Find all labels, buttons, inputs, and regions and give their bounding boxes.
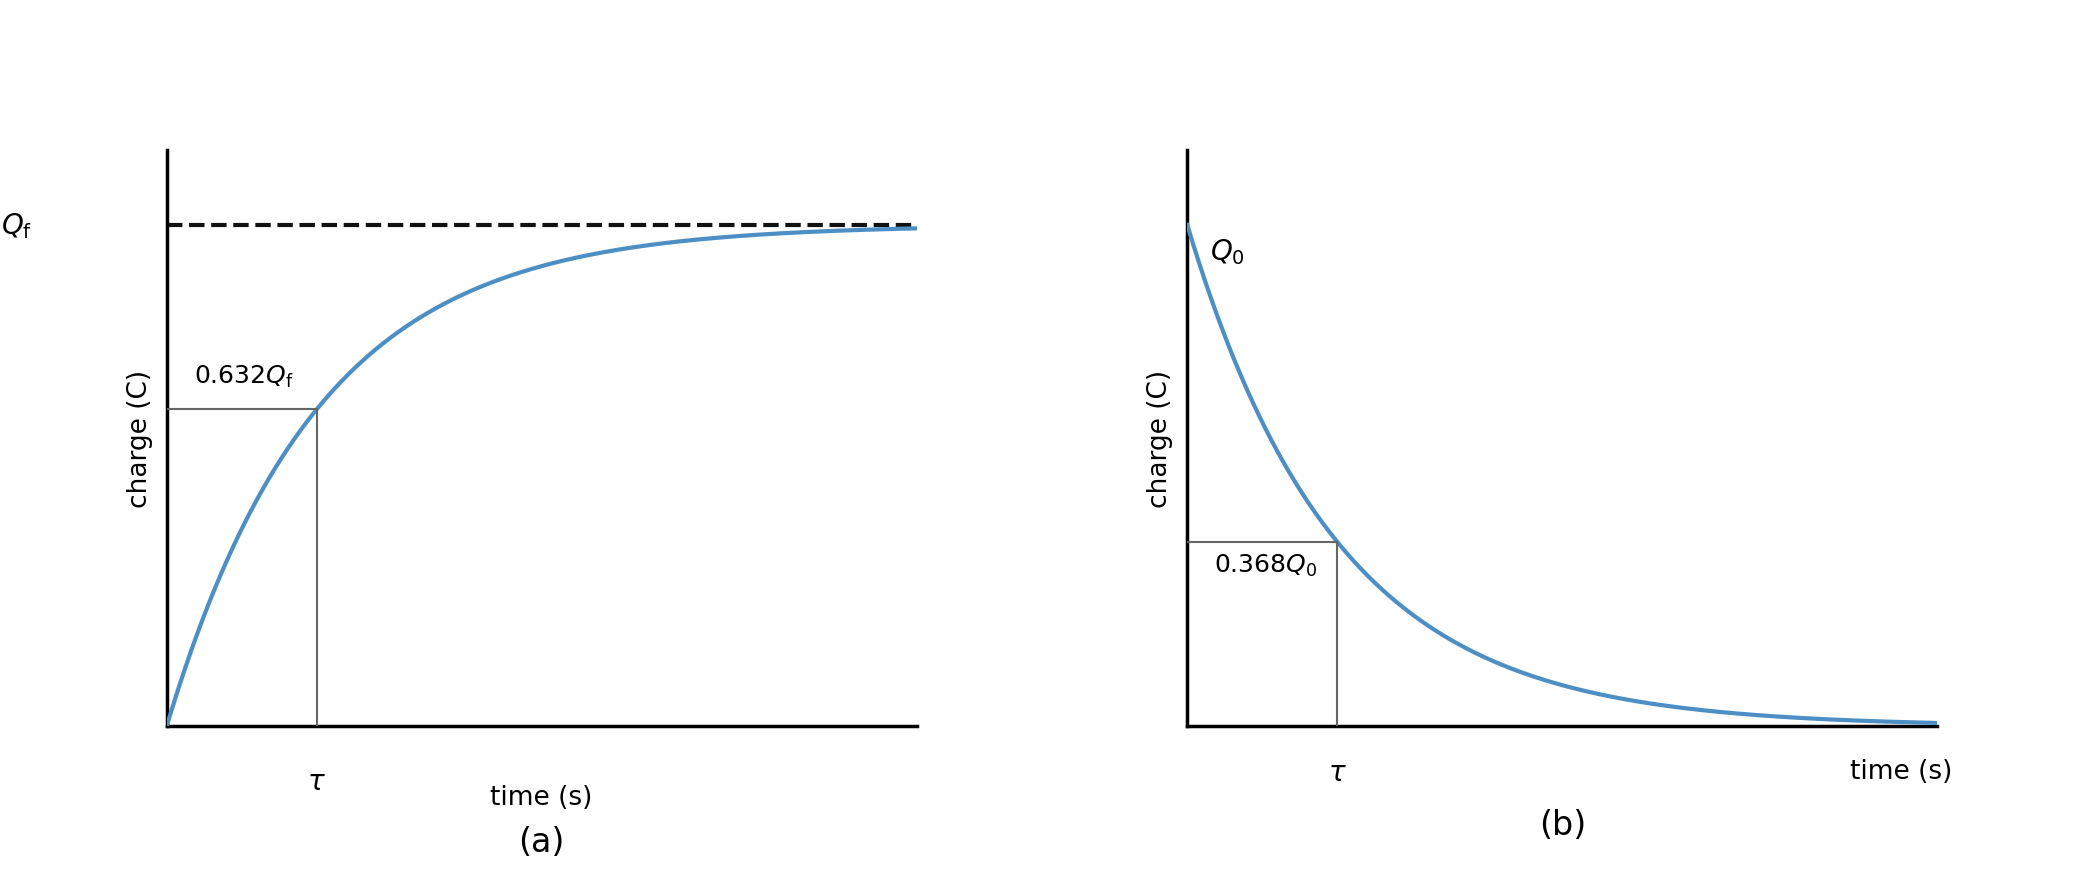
Text: time (s): time (s) xyxy=(490,784,594,810)
Y-axis label: charge (C): charge (C) xyxy=(127,369,152,508)
Text: $Q_\mathrm{f}$: $Q_\mathrm{f}$ xyxy=(0,211,31,241)
Text: $Q_0$: $Q_0$ xyxy=(1210,237,1246,267)
Text: $0.368Q_0$: $0.368Q_0$ xyxy=(1214,552,1316,579)
Text: (a): (a) xyxy=(519,825,564,859)
Text: $\tau$: $\tau$ xyxy=(1327,758,1348,786)
Y-axis label: charge (C): charge (C) xyxy=(1148,369,1173,508)
Text: $0.632Q_\mathrm{f}$: $0.632Q_\mathrm{f}$ xyxy=(194,364,294,390)
Text: (b): (b) xyxy=(1539,808,1585,841)
Text: $\tau$: $\tau$ xyxy=(306,767,327,795)
Text: time (s): time (s) xyxy=(1850,758,1952,784)
